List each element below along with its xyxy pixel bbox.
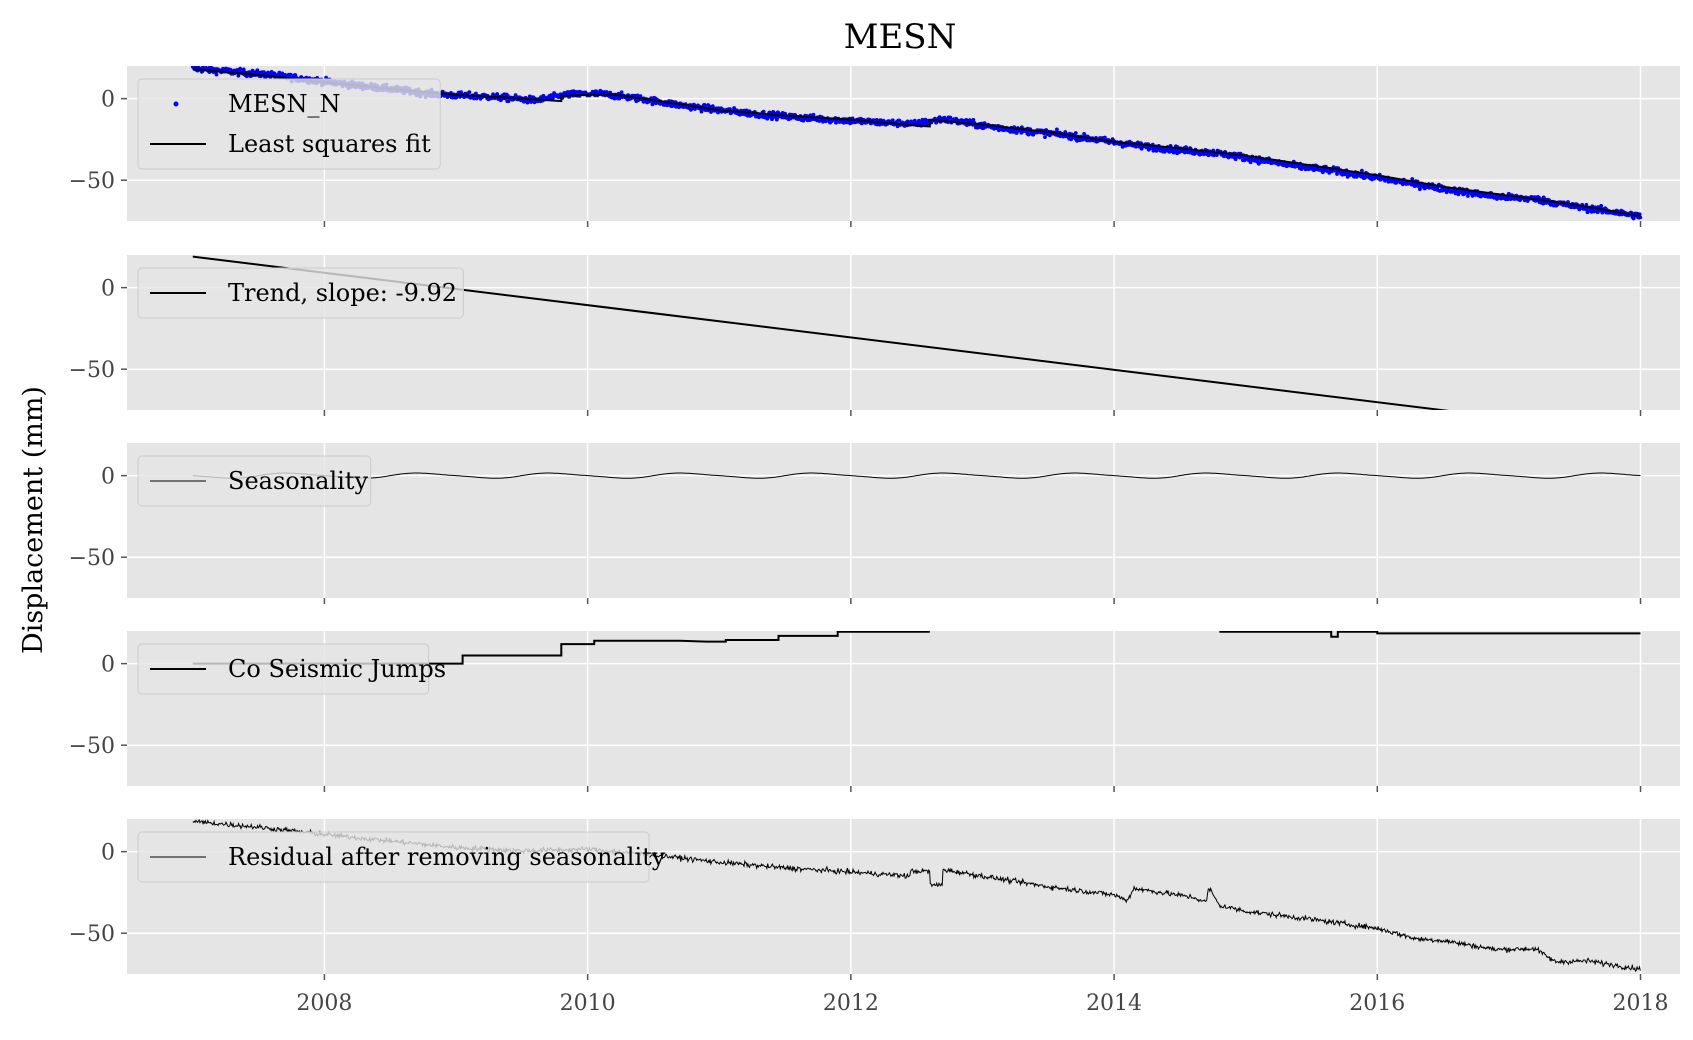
legend: Co Seismic Jumps bbox=[137, 643, 446, 695]
x-tick-label: 2018 bbox=[1613, 991, 1669, 1016]
data-point bbox=[1466, 194, 1470, 198]
y-tick-label: −50 bbox=[69, 546, 115, 571]
plot-area bbox=[192, 472, 1641, 479]
x-tick-label: 2014 bbox=[1086, 991, 1142, 1016]
data-point bbox=[1214, 153, 1219, 158]
panel-2: 0 −50 Trend, slope: -9.92 bbox=[69, 255, 1680, 416]
panel-5: 0 −50 2008 2010 2012 2014 2016 2018 Residual aft… bbox=[69, 819, 1680, 1016]
data-point bbox=[948, 115, 953, 120]
legend: Seasonality bbox=[137, 455, 372, 507]
data-point bbox=[1073, 131, 1078, 135]
y-tick-label: 0 bbox=[101, 88, 115, 113]
legend: MESN_N Least squares fit bbox=[137, 78, 441, 170]
data-point bbox=[677, 105, 681, 110]
data-point bbox=[1360, 168, 1364, 173]
data-point bbox=[964, 118, 969, 122]
data-point bbox=[1103, 135, 1107, 140]
panel-4: 0 −50 Co Seismic Jumps bbox=[69, 631, 1680, 792]
data-point bbox=[665, 103, 670, 108]
legend-box bbox=[137, 78, 441, 170]
legend: Residual after removing seasonality bbox=[137, 831, 666, 883]
legend-label: MESN_N bbox=[228, 90, 341, 118]
x-tick-label: 2010 bbox=[560, 991, 616, 1016]
data-point bbox=[811, 112, 816, 117]
y-tick-label: 0 bbox=[101, 465, 115, 490]
data-point bbox=[1599, 203, 1604, 208]
y-axis-label: Displacement (mm) bbox=[18, 386, 49, 654]
data-point bbox=[761, 109, 766, 114]
chart-title: MESN bbox=[844, 17, 957, 57]
data-point bbox=[997, 128, 1001, 133]
panel-background bbox=[127, 443, 1680, 598]
y-tick-label: −50 bbox=[69, 922, 115, 947]
data-point bbox=[617, 96, 622, 101]
x-tick-label: 2012 bbox=[823, 991, 879, 1016]
data-point bbox=[1248, 160, 1253, 165]
legend-label: Co Seismic Jumps bbox=[228, 655, 446, 683]
panel-3: 0 −50 Seasonality bbox=[69, 443, 1680, 604]
legend-marker-point bbox=[173, 101, 179, 107]
legend-box bbox=[137, 831, 650, 883]
legend-label: Least squares fit bbox=[228, 130, 431, 158]
data-point bbox=[765, 116, 770, 121]
plot-area bbox=[192, 631, 1641, 665]
y-tick-label: −50 bbox=[69, 734, 115, 759]
data-point bbox=[619, 90, 624, 95]
x-tick-label: 2008 bbox=[296, 991, 352, 1016]
data-point bbox=[467, 90, 472, 95]
series-co-seismic-line bbox=[192, 631, 1641, 665]
legend-box bbox=[137, 643, 430, 695]
data-point bbox=[1418, 187, 1422, 192]
data-point bbox=[1537, 195, 1541, 200]
x-tick-label: 2016 bbox=[1349, 991, 1405, 1016]
data-point bbox=[890, 118, 895, 123]
y-tick-label: −50 bbox=[69, 169, 115, 194]
series-least-squares-line bbox=[192, 68, 1641, 218]
data-point bbox=[1055, 127, 1059, 132]
legend: Trend, slope: -9.92 bbox=[137, 267, 464, 319]
data-point bbox=[1043, 135, 1047, 140]
data-point bbox=[241, 67, 246, 72]
y-tick-label: 0 bbox=[101, 653, 115, 678]
legend-box bbox=[137, 267, 464, 319]
data-point bbox=[1192, 152, 1197, 156]
legend-label: Seasonality bbox=[228, 467, 368, 495]
data-point bbox=[971, 118, 976, 122]
panel-1: 0 −50 MESN_N Least squares fit bbox=[69, 66, 1680, 227]
y-tick-label: 0 bbox=[101, 841, 115, 866]
data-point bbox=[897, 118, 902, 123]
data-point bbox=[1456, 192, 1461, 197]
data-point bbox=[1151, 148, 1156, 153]
legend-box bbox=[137, 455, 372, 507]
legend-label: Trend, slope: -9.92 bbox=[228, 279, 457, 307]
data-point bbox=[574, 90, 578, 94]
legend-label: Residual after removing seasonality bbox=[228, 843, 666, 871]
data-point bbox=[1410, 177, 1415, 181]
data-point bbox=[1075, 139, 1079, 143]
y-tick-label: 0 bbox=[101, 277, 115, 302]
data-point bbox=[214, 72, 219, 77]
series-seasonality-line bbox=[192, 472, 1641, 479]
y-tick-label: −50 bbox=[69, 358, 115, 383]
